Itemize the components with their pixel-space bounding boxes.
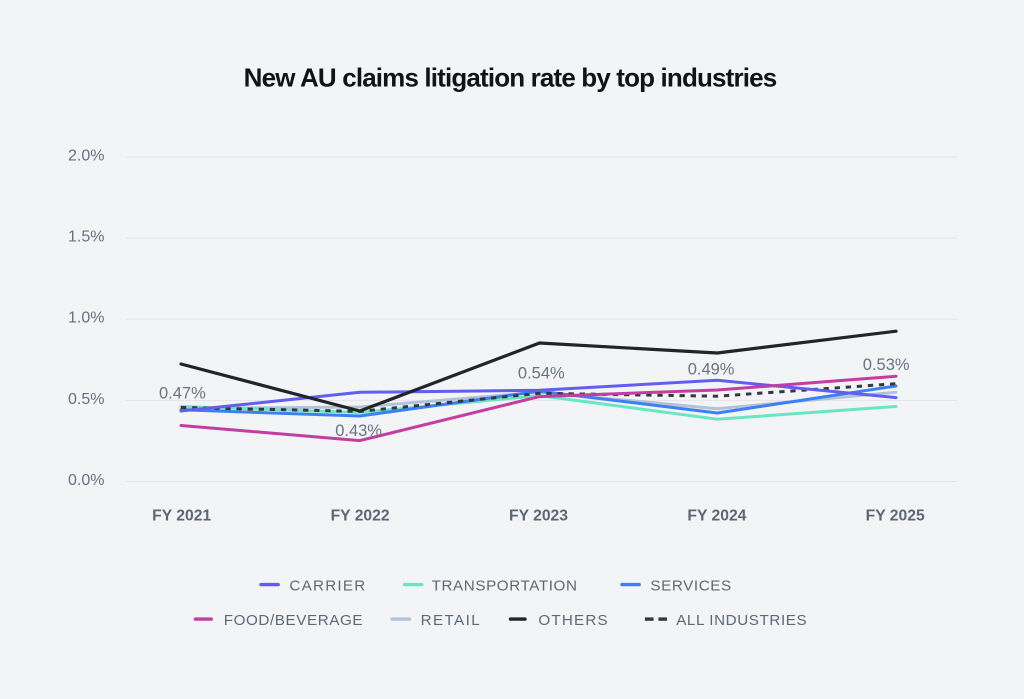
- svg-text:FY 2021: FY 2021: [152, 508, 211, 525]
- svg-text:SERVICES: SERVICES: [650, 577, 731, 594]
- svg-text:0.53%: 0.53%: [863, 356, 910, 374]
- svg-text:CARRIER: CARRIER: [289, 577, 366, 594]
- svg-text:0.54%: 0.54%: [518, 365, 565, 383]
- svg-text:OTHERS: OTHERS: [538, 612, 609, 629]
- svg-text:2.0%: 2.0%: [68, 148, 104, 165]
- svg-text:FY 2024: FY 2024: [687, 508, 746, 525]
- svg-text:FY 2023: FY 2023: [509, 508, 568, 525]
- svg-text:1.0%: 1.0%: [68, 310, 104, 327]
- svg-text:0.5%: 0.5%: [68, 391, 104, 408]
- svg-text:ALL INDUSTRIES: ALL INDUSTRIES: [676, 612, 807, 629]
- svg-text:0.43%: 0.43%: [335, 422, 382, 440]
- svg-text:0.49%: 0.49%: [688, 360, 735, 378]
- svg-text:FY 2022: FY 2022: [331, 508, 390, 525]
- svg-text:0.47%: 0.47%: [159, 385, 206, 403]
- svg-text:0.0%: 0.0%: [68, 472, 104, 489]
- svg-text:1.5%: 1.5%: [68, 229, 104, 246]
- svg-text:New AU claims litigation rate: New AU claims litigation rate by top ind…: [244, 63, 777, 93]
- svg-text:FY 2025: FY 2025: [866, 508, 925, 525]
- svg-text:TRANSPORTATION: TRANSPORTATION: [432, 577, 578, 594]
- svg-text:FOOD/BEVERAGE: FOOD/BEVERAGE: [224, 612, 363, 629]
- svg-text:RETAIL: RETAIL: [421, 612, 481, 629]
